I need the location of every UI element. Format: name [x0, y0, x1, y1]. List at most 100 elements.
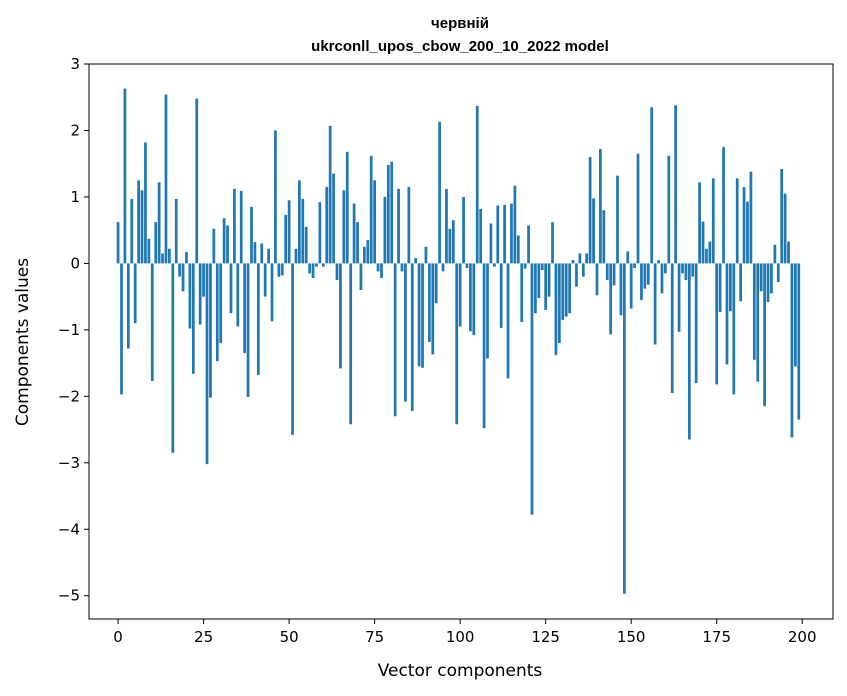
bar: [448, 228, 452, 264]
bar: [752, 263, 756, 360]
bar: [469, 263, 472, 332]
bar: [790, 263, 794, 438]
bar: [643, 263, 647, 289]
bar: [407, 186, 411, 264]
bar: [759, 263, 763, 292]
bars-group: [116, 88, 801, 594]
bar: [708, 241, 712, 264]
bar: [386, 165, 390, 264]
y-tick-label: −1: [58, 321, 80, 339]
bar: [318, 202, 322, 264]
y-tick-label: 3: [70, 55, 80, 73]
bar: [575, 263, 578, 287]
bar: [571, 260, 575, 264]
bar: [195, 98, 199, 264]
bar: [486, 263, 489, 359]
x-tick-label: 175: [702, 628, 731, 646]
bar: [308, 263, 312, 274]
bar: [191, 263, 195, 374]
bar: [677, 263, 681, 332]
bar: [564, 263, 568, 317]
bar: [636, 153, 640, 264]
bar: [393, 263, 397, 417]
bar: [756, 263, 760, 382]
bar: [739, 263, 743, 302]
bar: [328, 125, 332, 264]
bar: [705, 248, 708, 264]
y-tick-label: 0: [70, 254, 80, 272]
bar: [650, 107, 654, 264]
bar: [239, 190, 243, 264]
bar: [451, 220, 455, 264]
bar: [561, 263, 565, 320]
bar: [520, 263, 524, 322]
x-tick-label: 50: [280, 628, 299, 646]
bar: [229, 263, 233, 314]
bar: [294, 248, 298, 264]
bar: [421, 263, 424, 368]
plot-frame: [88, 63, 834, 620]
bar: [434, 263, 438, 304]
bar: [633, 263, 636, 269]
bar: [260, 243, 264, 264]
bar: [150, 263, 154, 382]
bar: [746, 201, 749, 264]
bar: [698, 182, 701, 264]
bar: [489, 223, 493, 264]
bar: [157, 182, 161, 264]
bar: [616, 175, 619, 264]
bar: [595, 263, 599, 296]
bar: [602, 210, 606, 264]
x-tick-label: 100: [446, 628, 475, 646]
bar: [359, 263, 363, 290]
bar: [404, 263, 407, 402]
bar: [551, 222, 554, 264]
y-tick-label: −2: [58, 387, 80, 405]
bar: [578, 253, 582, 264]
bar: [585, 253, 589, 264]
bar: [140, 190, 144, 264]
bar: [441, 263, 445, 272]
bar: [427, 263, 431, 342]
bar: [735, 178, 739, 264]
bar: [219, 263, 223, 344]
bar: [369, 155, 373, 264]
y-axis-label: Components values: [13, 258, 33, 426]
bar: [311, 263, 315, 279]
bar: [622, 263, 626, 594]
bar: [345, 151, 349, 264]
bar: [315, 263, 318, 267]
bar: [547, 263, 551, 297]
bar: [787, 241, 790, 264]
bar: [732, 263, 736, 395]
bar: [147, 238, 151, 264]
bar: [465, 263, 469, 269]
bar: [646, 263, 650, 285]
bar: [116, 222, 120, 264]
bar: [274, 130, 277, 264]
bar: [222, 218, 226, 264]
bar: [554, 263, 558, 356]
bar: [414, 258, 418, 264]
bar: [670, 263, 674, 394]
bar: [154, 222, 158, 264]
bar: [626, 251, 630, 264]
bar: [492, 263, 496, 267]
bar: [664, 263, 667, 274]
bar: [499, 263, 503, 328]
bar: [267, 248, 270, 264]
bar: [298, 180, 301, 264]
bar: [243, 263, 247, 354]
bar: [133, 263, 137, 324]
bar: [506, 263, 510, 379]
bar: [188, 263, 192, 329]
bar: [475, 105, 479, 264]
bar: [171, 263, 175, 453]
bar: [209, 263, 212, 398]
bar: [588, 157, 592, 264]
bar: [776, 263, 780, 283]
bar: [253, 242, 257, 264]
bar: [137, 180, 140, 264]
bar: [397, 188, 400, 264]
